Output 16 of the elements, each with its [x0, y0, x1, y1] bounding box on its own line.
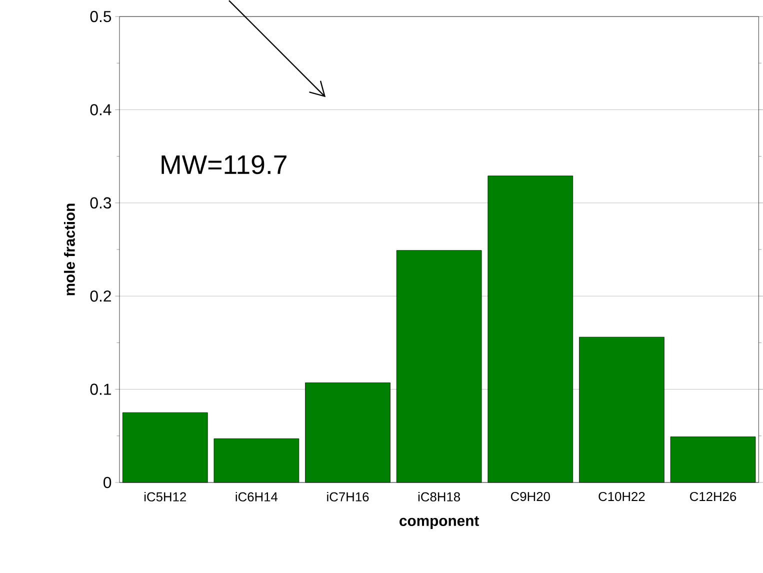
y-tick-label: 0.3	[90, 197, 112, 208]
x-tick-label: C9H20	[510, 492, 550, 502]
x-tick-label: C10H22	[598, 492, 645, 502]
y-tick-label: 0	[104, 476, 112, 488]
y-tick-label: 0.1	[90, 384, 111, 395]
y-tick-label: 0.5	[90, 10, 112, 22]
y-axis-title: mole fraction	[64, 204, 75, 296]
x-tick-label: iC8H18	[418, 492, 460, 502]
x-tick-label: iC5H12	[144, 492, 186, 502]
x-axis-title: component	[400, 516, 479, 529]
x-tick-label: iC7H16	[327, 492, 369, 502]
x-tick-label: C12H26	[690, 492, 736, 502]
y-tick-label: 0.2	[90, 290, 111, 302]
x-tick-label: iC6H14	[236, 492, 278, 502]
y-tick-label: 0.4	[90, 104, 112, 116]
annotation: MW=119.7	[162, 155, 286, 174]
